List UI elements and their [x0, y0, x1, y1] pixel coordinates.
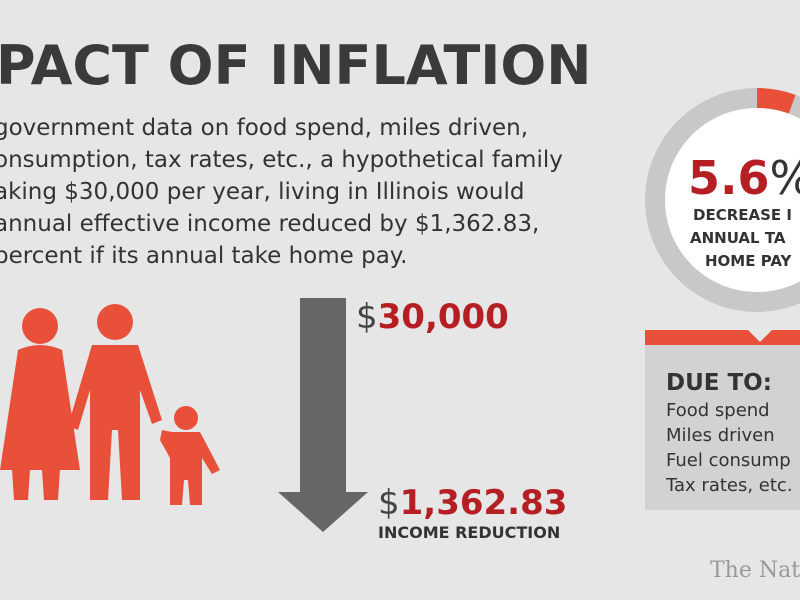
reduction: $1,362.83	[378, 483, 567, 523]
amount-number: 30,000	[378, 297, 509, 337]
due-to-box	[645, 345, 800, 510]
donut-line: HOME PAY	[705, 252, 792, 270]
body-line: annual effective income reduced by $1,36…	[0, 211, 539, 237]
due-to-item: Tax rates, etc.	[665, 475, 793, 496]
donut-line: ANNUAL TA	[690, 229, 786, 247]
due-to-title: DUE TO:	[666, 370, 772, 396]
due-to-item: Fuel consump	[666, 450, 791, 471]
amount: $30,000	[356, 297, 509, 337]
due-to-item: Food spend	[666, 400, 770, 421]
donut-unit: %	[770, 151, 800, 205]
donut-line: DECREASE I	[693, 206, 792, 224]
due-to-item: Miles driven	[666, 425, 775, 446]
donut-segment	[756, 88, 796, 114]
donut-value: 5.6%	[688, 151, 800, 205]
donut	[645, 88, 800, 312]
body-line: aking $30,000 per year, living in Illino…	[0, 179, 524, 205]
box-notch	[748, 330, 772, 342]
donut-number: 5.6	[688, 151, 770, 205]
down-arrow	[278, 298, 368, 532]
reduction-label: INCOME REDUCTION	[378, 523, 560, 542]
body-line: onsumption, tax rates, etc., a hypotheti…	[0, 147, 563, 173]
currency: $	[378, 483, 400, 523]
reduction-number: 1,362.83	[400, 483, 568, 523]
body-line: percent if its annual take home pay.	[0, 243, 407, 269]
body-line: government data on food spend, miles dri…	[0, 115, 528, 141]
title: PACT OF INFLATION	[0, 34, 591, 97]
currency: $	[356, 297, 378, 337]
donut-center	[665, 108, 800, 292]
watermark: The Nati	[710, 558, 800, 583]
box-header	[645, 330, 800, 345]
family-icon	[0, 304, 220, 505]
